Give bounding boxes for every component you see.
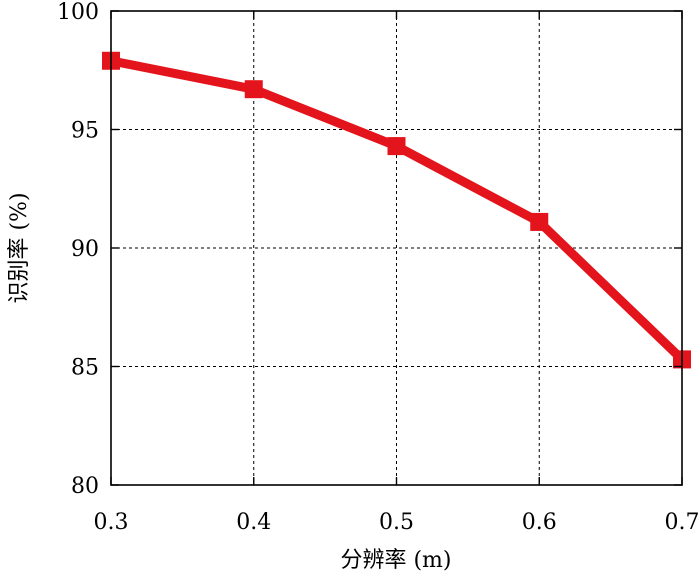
- tick-labels: 0.3 0.4 0.5 0.6 0.7 80 85 90 95 100: [57, 0, 700, 535]
- x-tick-label: 0.7: [665, 510, 700, 535]
- y-tick-label: 80: [71, 474, 99, 499]
- y-tick-label: 95: [71, 119, 99, 144]
- axis-ticks: [110, 10, 683, 486]
- x-tick-label: 0.3: [94, 510, 129, 535]
- x-axis-title: 分辨率 (m): [340, 548, 451, 573]
- data-point-marker: [387, 137, 406, 156]
- y-tick-label: 90: [71, 237, 99, 262]
- y-tick-label: 100: [57, 0, 99, 25]
- x-tick-label: 0.6: [522, 510, 557, 535]
- y-axis-title: 识别率 (%): [7, 192, 32, 303]
- data-point-marker: [244, 80, 263, 99]
- data-point-marker: [530, 212, 549, 231]
- y-tick-label: 85: [71, 356, 99, 381]
- x-tick-label: 0.5: [379, 510, 414, 535]
- x-tick-label: 0.4: [236, 510, 271, 535]
